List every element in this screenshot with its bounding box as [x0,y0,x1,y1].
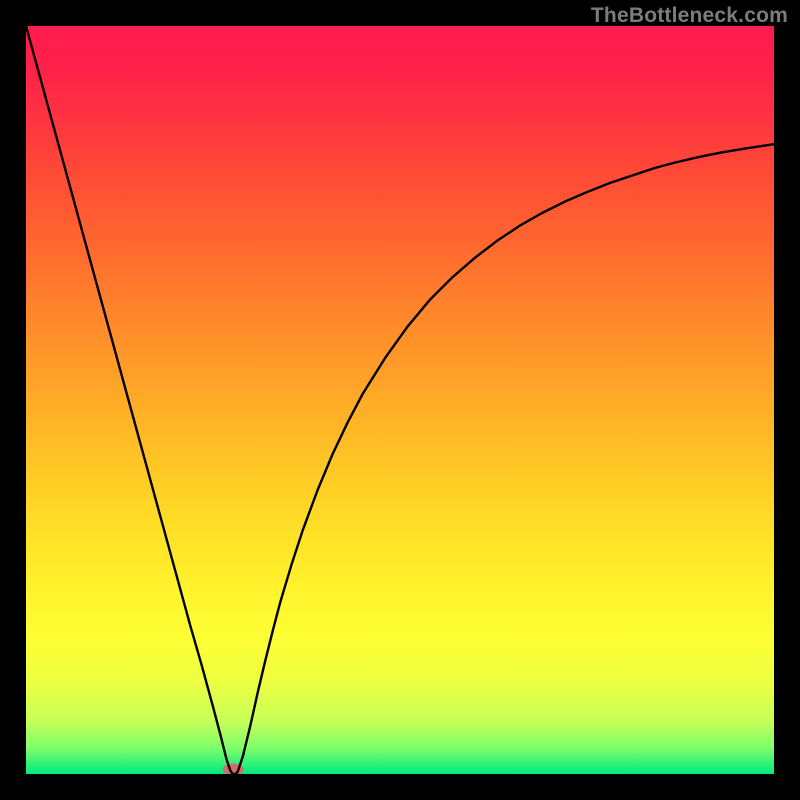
plot-area [26,26,774,774]
bottleneck-chart-svg [26,26,774,774]
watermark-text: TheBottleneck.com [591,4,788,28]
gradient-background [26,26,774,774]
chart-frame: TheBottleneck.com [0,0,800,800]
